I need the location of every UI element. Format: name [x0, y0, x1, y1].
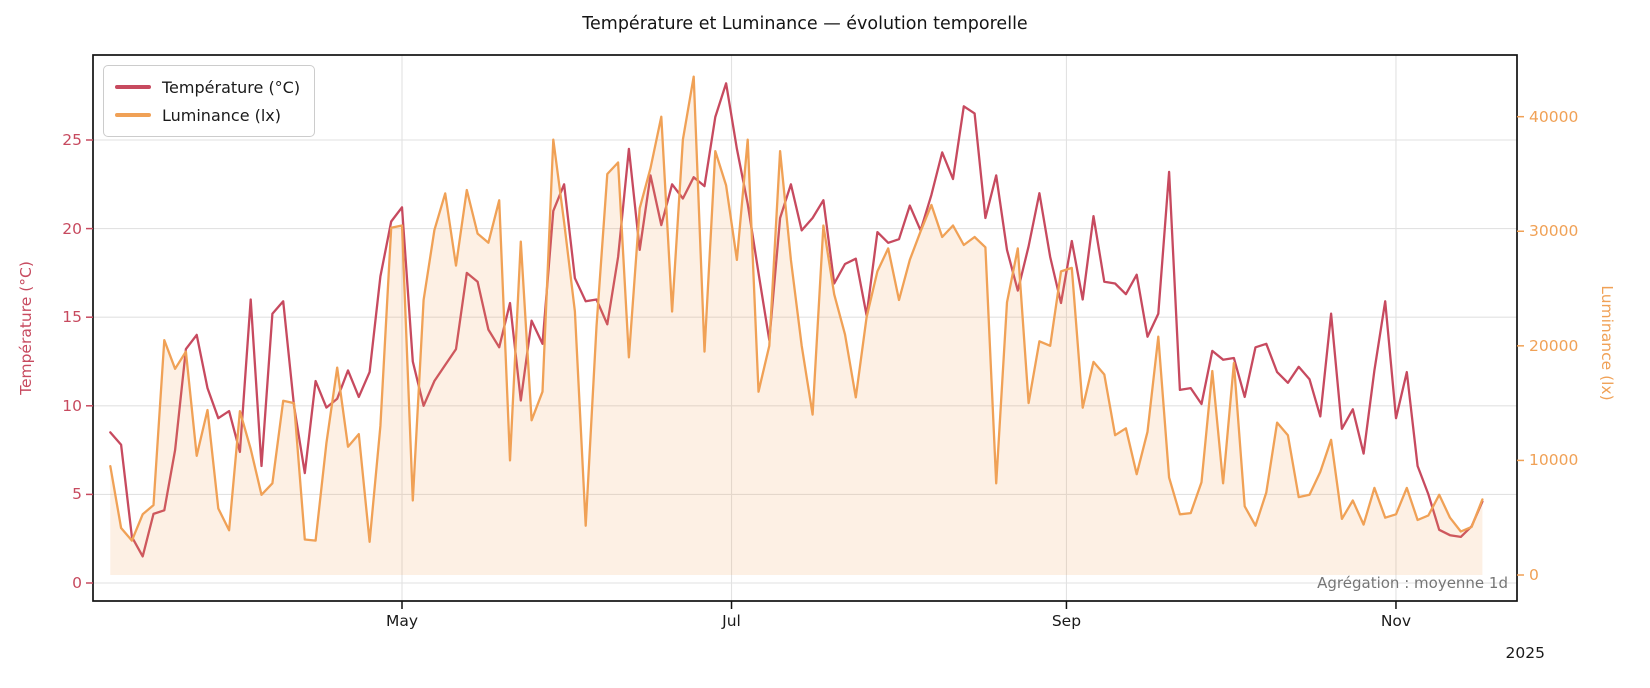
chart-title: Température et Luminance — évolution tem…	[582, 14, 1028, 34]
right-axis-tick-label: 0	[1529, 566, 1539, 584]
left-axis-tick-label: 0	[72, 574, 82, 592]
right-axis-tick-label: 40000	[1529, 107, 1579, 126]
legend: Température (°C) Luminance (lx)	[103, 65, 316, 137]
temperature-line-swatch	[115, 85, 151, 89]
legend-item-temperature: Température (°C)	[115, 73, 300, 101]
legend-item-luminance: Luminance (lx)	[115, 101, 300, 129]
right-axis-tick-label: 30000	[1529, 222, 1579, 241]
aggregation-note: Agrégation : moyenne 1d	[1317, 574, 1508, 592]
luminance-line	[109, 75, 1484, 543]
x-axis-year-label: 2025	[1505, 644, 1545, 662]
left-axis-tick-label: 10	[62, 396, 82, 415]
x-axis-tick-label: May	[385, 612, 419, 630]
temperature-line	[109, 82, 1484, 558]
right-axis-tick-label: 20000	[1529, 336, 1579, 355]
legend-label-luminance: Luminance (lx)	[162, 105, 282, 125]
x-axis-tick-label: Nov	[1380, 612, 1412, 630]
left-axis-tick-label: 15	[62, 308, 82, 327]
plot-border	[92, 54, 1518, 602]
luminance-line-swatch	[115, 113, 151, 117]
left-axis-tick-label: 5	[72, 485, 82, 504]
left-axis-tick-label: 20	[62, 219, 82, 238]
luminance-area-fill	[110, 76, 1483, 575]
right-axis-tick-label: 10000	[1529, 451, 1579, 470]
left-axis-tick-label: 25	[62, 131, 82, 149]
x-axis-tick-label: Sep	[1051, 612, 1082, 630]
legend-label-temperature: Température (°C)	[162, 77, 301, 97]
x-axis-tick-label: Jul	[722, 612, 741, 630]
